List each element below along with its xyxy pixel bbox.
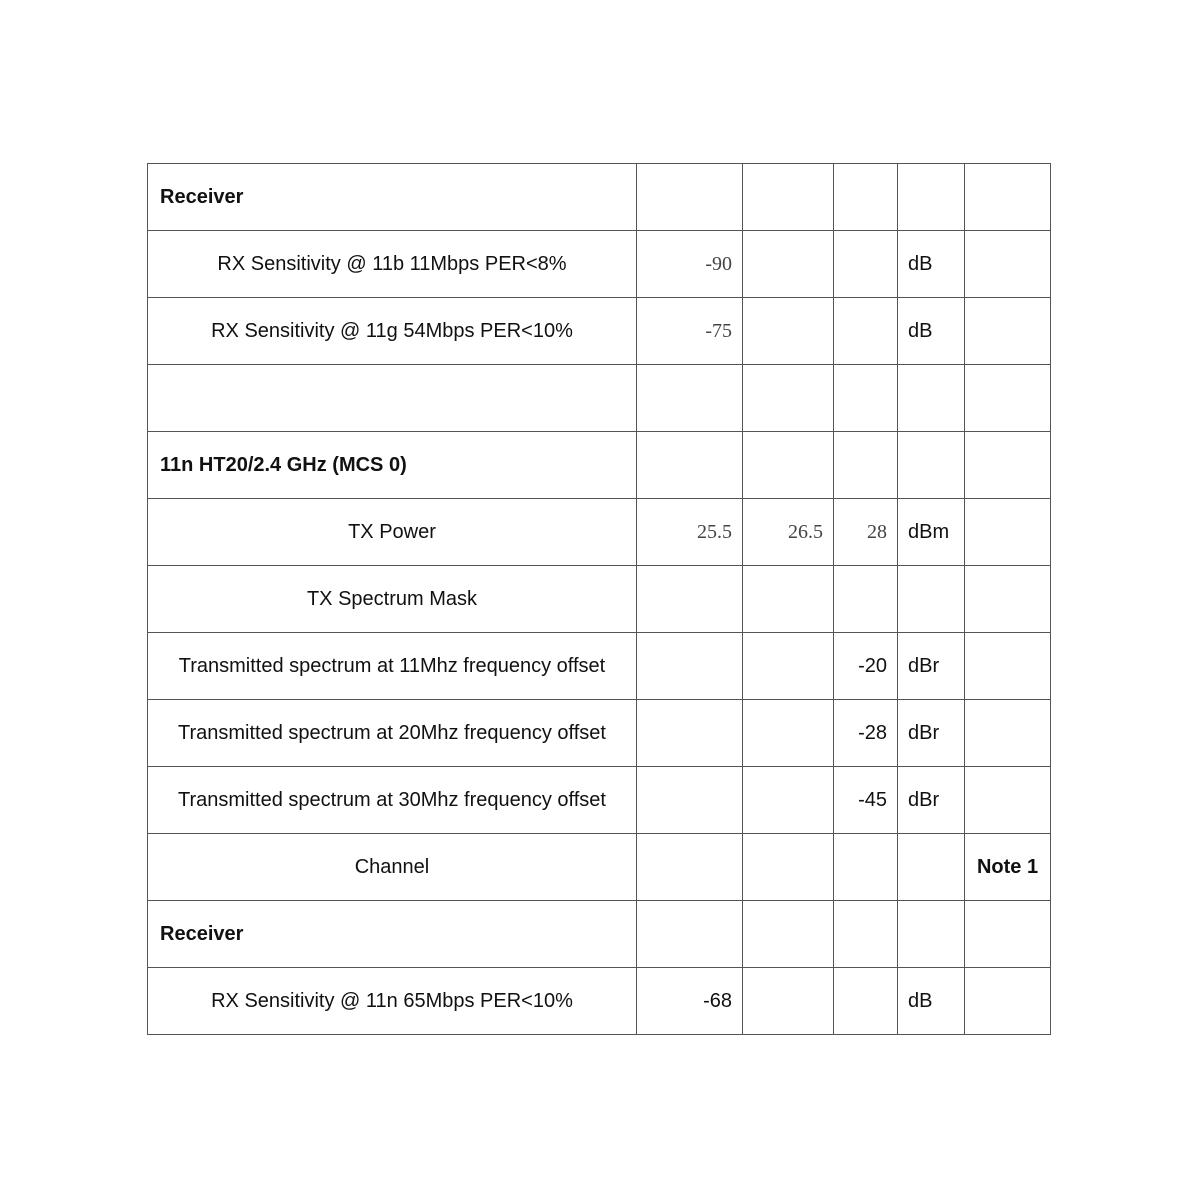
min-cell xyxy=(636,699,743,767)
max-cell xyxy=(833,833,898,901)
unit-cell xyxy=(897,565,965,633)
param-cell: Transmitted spectrum at 11Mhz frequency … xyxy=(147,632,637,700)
param-cell: 11n HT20/2.4 GHz (MCS 0) xyxy=(147,431,637,499)
max-cell: -28 xyxy=(833,699,898,767)
param-cell: TX Spectrum Mask xyxy=(147,565,637,633)
max-cell xyxy=(833,364,898,432)
note-cell xyxy=(964,163,1051,231)
unit-cell: dBr xyxy=(897,766,965,834)
min-cell xyxy=(636,163,743,231)
note-cell xyxy=(964,431,1051,499)
note-cell: Note 1 xyxy=(964,833,1051,901)
note-cell xyxy=(964,632,1051,700)
unit-cell: dBr xyxy=(897,699,965,767)
max-cell xyxy=(833,967,898,1035)
typ-cell: 26.5 xyxy=(742,498,834,566)
min-cell: 25.5 xyxy=(636,498,743,566)
typ-cell xyxy=(742,833,834,901)
table-row: Transmitted spectrum at 20Mhz frequency … xyxy=(147,699,1051,767)
max-cell: -45 xyxy=(833,766,898,834)
param-cell: RX Sensitivity @ 11b 11Mbps PER<8% xyxy=(147,230,637,298)
note-cell xyxy=(964,967,1051,1035)
param-cell: Transmitted spectrum at 30Mhz frequency … xyxy=(147,766,637,834)
min-cell xyxy=(636,833,743,901)
min-cell xyxy=(636,632,743,700)
max-cell xyxy=(833,565,898,633)
max-cell xyxy=(833,163,898,231)
note-cell xyxy=(964,297,1051,365)
max-cell: 28 xyxy=(833,498,898,566)
param-cell xyxy=(147,364,637,432)
param-cell: RX Sensitivity @ 11g 54Mbps PER<10% xyxy=(147,297,637,365)
note-cell xyxy=(964,565,1051,633)
table-row: RX Sensitivity @ 11b 11Mbps PER<8% -90 dB xyxy=(147,230,1051,298)
typ-cell xyxy=(742,699,834,767)
table-row: Channel Note 1 xyxy=(147,833,1051,901)
unit-cell xyxy=(897,431,965,499)
typ-cell xyxy=(742,297,834,365)
min-cell: -68 xyxy=(636,967,743,1035)
min-cell xyxy=(636,766,743,834)
param-cell: Transmitted spectrum at 20Mhz frequency … xyxy=(147,699,637,767)
min-cell xyxy=(636,364,743,432)
typ-cell xyxy=(742,766,834,834)
param-cell: Channel xyxy=(147,833,637,901)
unit-cell: dBm xyxy=(897,498,965,566)
table-row: TX Power 25.5 26.5 28 dBm xyxy=(147,498,1051,566)
typ-cell xyxy=(742,900,834,968)
unit-cell: dB xyxy=(897,297,965,365)
table-row: Transmitted spectrum at 30Mhz frequency … xyxy=(147,766,1051,834)
param-cell: Receiver xyxy=(147,163,637,231)
table-row xyxy=(147,364,1051,432)
min-cell: -75 xyxy=(636,297,743,365)
table-row: RX Sensitivity @ 11n 65Mbps PER<10% -68 dB xyxy=(147,967,1051,1035)
typ-cell xyxy=(742,230,834,298)
param-cell: RX Sensitivity @ 11n 65Mbps PER<10% xyxy=(147,967,637,1035)
typ-cell xyxy=(742,364,834,432)
table-row: TX Spectrum Mask xyxy=(147,565,1051,633)
note-cell xyxy=(964,230,1051,298)
unit-cell xyxy=(897,900,965,968)
min-cell xyxy=(636,565,743,633)
param-cell: TX Power xyxy=(147,498,637,566)
max-cell xyxy=(833,297,898,365)
table-row: Receiver xyxy=(147,900,1051,968)
param-cell: Receiver xyxy=(147,900,637,968)
unit-cell xyxy=(897,364,965,432)
unit-cell: dB xyxy=(897,230,965,298)
note-cell xyxy=(964,900,1051,968)
note-cell xyxy=(964,364,1051,432)
table-row: Receiver xyxy=(147,163,1051,231)
max-cell xyxy=(833,900,898,968)
min-cell xyxy=(636,431,743,499)
min-cell: -90 xyxy=(636,230,743,298)
table-row: RX Sensitivity @ 11g 54Mbps PER<10% -75 dB xyxy=(147,297,1051,365)
unit-cell: dBr xyxy=(897,632,965,700)
table-row: Transmitted spectrum at 11Mhz frequency … xyxy=(147,632,1051,700)
table-row: 11n HT20/2.4 GHz (MCS 0) xyxy=(147,431,1051,499)
unit-cell xyxy=(897,833,965,901)
note-cell xyxy=(964,699,1051,767)
note-cell xyxy=(964,498,1051,566)
min-cell xyxy=(636,900,743,968)
typ-cell xyxy=(742,431,834,499)
spec-table: Receiver RX Sensitivity @ 11b 11Mbps PER<… xyxy=(147,163,1051,1035)
typ-cell xyxy=(742,163,834,231)
unit-cell: dB xyxy=(897,967,965,1035)
max-cell xyxy=(833,431,898,499)
max-cell xyxy=(833,230,898,298)
typ-cell xyxy=(742,632,834,700)
note-cell xyxy=(964,766,1051,834)
typ-cell xyxy=(742,565,834,633)
typ-cell xyxy=(742,967,834,1035)
max-cell: -20 xyxy=(833,632,898,700)
unit-cell xyxy=(897,163,965,231)
